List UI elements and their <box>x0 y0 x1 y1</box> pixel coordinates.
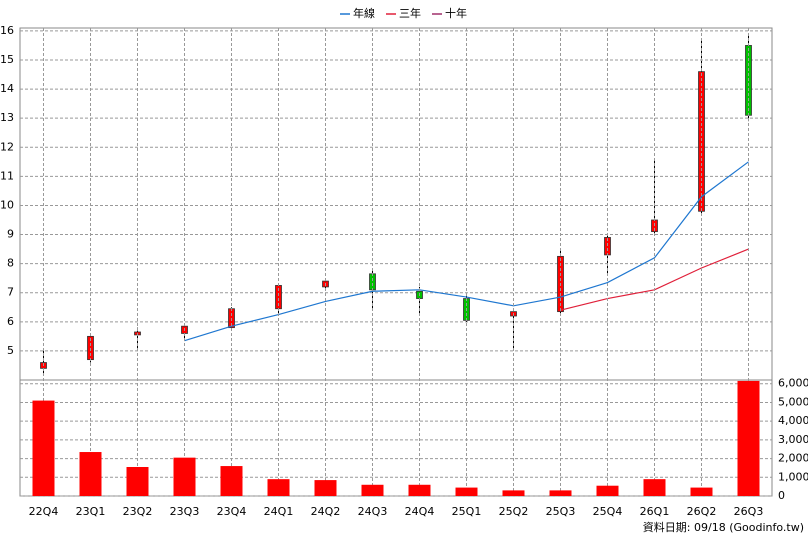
y-tick-label: 2,000 <box>778 452 808 465</box>
x-tick-label: 24Q3 <box>358 505 388 518</box>
x-tick-label: 24Q4 <box>405 505 435 518</box>
x-tick-label: 26Q1 <box>640 505 670 518</box>
volume-bar <box>220 466 243 496</box>
volume-bar <box>408 484 431 496</box>
volume-bar <box>126 467 149 496</box>
volume-bar <box>596 485 619 496</box>
y-tick-label: 7 <box>7 286 14 299</box>
x-tick-label: 22Q4 <box>29 505 59 518</box>
volume-bar <box>173 457 196 496</box>
candle-body <box>698 71 705 212</box>
volume-bar <box>455 487 478 496</box>
y-tick-label: 6,000 <box>778 377 808 390</box>
y-tick-label: 6 <box>7 315 14 328</box>
y-tick-label: 3,000 <box>778 433 808 446</box>
volume-bar <box>549 490 572 496</box>
y-tick-label: 5,000 <box>778 395 808 408</box>
x-tick-label: 23Q1 <box>76 505 106 518</box>
volume-bar <box>502 490 525 496</box>
x-tick-label: 24Q2 <box>311 505 341 518</box>
legend-label: 十年 <box>445 6 467 20</box>
y-tick-label: 11 <box>0 169 14 182</box>
y-tick-label: 4,000 <box>778 414 808 427</box>
y-tick-label: 14 <box>0 82 14 95</box>
y-tick-label: 8 <box>7 257 14 270</box>
x-tick-label: 26Q2 <box>687 505 717 518</box>
y-tick-label: 5 <box>7 344 14 357</box>
volume-bar <box>737 380 760 496</box>
x-tick-label: 25Q3 <box>546 505 576 518</box>
x-tick-label: 23Q2 <box>123 505 153 518</box>
y-tick-label: 9 <box>7 228 14 241</box>
volume-bar <box>267 479 290 496</box>
volume-bar <box>32 400 55 496</box>
volume-bar <box>643 479 666 496</box>
x-tick-label: 24Q1 <box>264 505 294 518</box>
y-tick-label: 10 <box>0 198 14 211</box>
footer-note: 資料日期: 09/18 (Goodinfo.tw) <box>643 520 804 534</box>
y-tick-label: 1,000 <box>778 470 808 483</box>
legend-label: 三年 <box>399 6 421 20</box>
x-tick-label: 25Q2 <box>499 505 529 518</box>
legend-label: 年線 <box>353 6 375 20</box>
plot-frame <box>19 27 773 497</box>
volume-bar <box>361 484 384 496</box>
x-tick-label: 23Q3 <box>170 505 200 518</box>
volume-bar <box>690 487 713 496</box>
y-tick-label: 15 <box>0 53 14 66</box>
y-tick-label: 12 <box>0 140 14 153</box>
candle-body <box>369 273 376 291</box>
y-tick-label: 13 <box>0 111 14 124</box>
y-tick-label: 16 <box>0 24 14 37</box>
volume-bar <box>314 480 337 496</box>
x-tick-label: 25Q1 <box>452 505 482 518</box>
y-tick-label: 0 <box>778 489 785 502</box>
x-tick-label: 26Q3 <box>734 505 764 518</box>
x-tick-label: 23Q4 <box>217 505 247 518</box>
volume-bar <box>79 452 102 496</box>
x-tick-label: 25Q4 <box>593 505 623 518</box>
